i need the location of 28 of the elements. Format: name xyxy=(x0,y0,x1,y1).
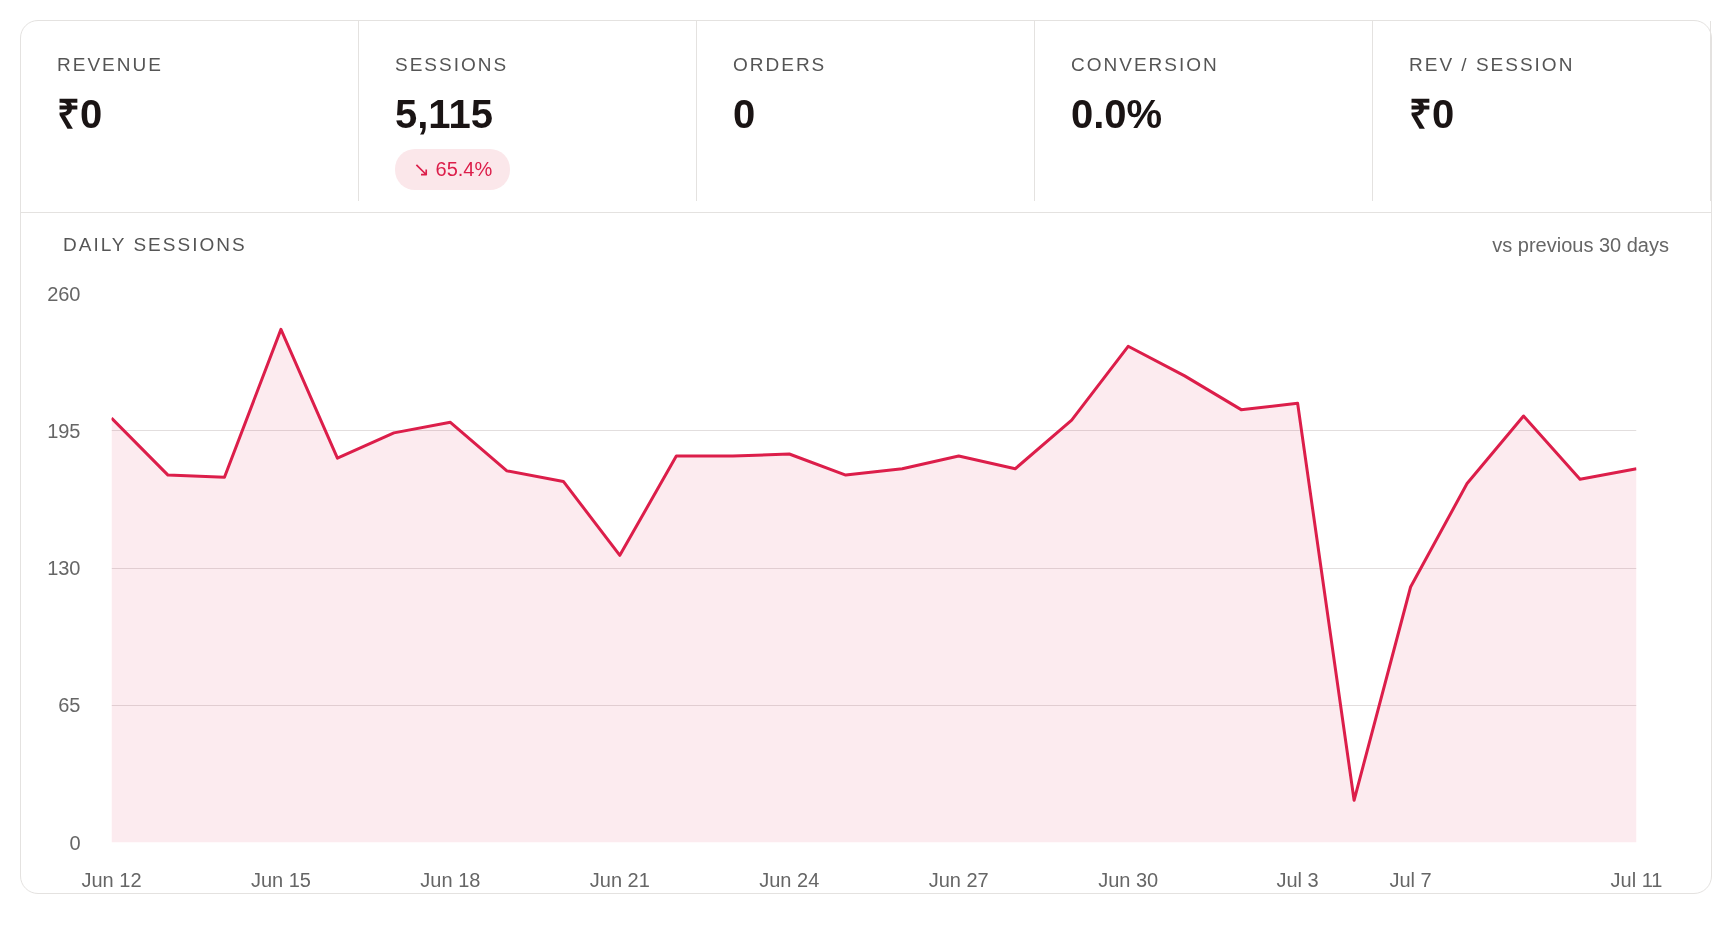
chart-subtitle: vs previous 30 days xyxy=(1492,233,1669,258)
x-tick-label: Jun 24 xyxy=(759,868,820,891)
x-tick-label: Jun 21 xyxy=(589,868,650,891)
text: 5,115 xyxy=(395,91,494,139)
text: 0 xyxy=(733,91,757,139)
text: ₹0 xyxy=(57,91,104,139)
x-tick-label: Jul 7 xyxy=(1389,868,1432,891)
x-tick-label: Jun 12 xyxy=(81,868,142,891)
y-tick-label: 260 xyxy=(47,282,81,305)
text: REVENUE xyxy=(57,53,164,77)
text: SESSIONS xyxy=(395,53,510,77)
x-tick-label: Jun 27 xyxy=(928,868,989,891)
x-tick-label: Jul 3 xyxy=(1276,868,1319,891)
text: ↘ 65.4% xyxy=(395,149,511,190)
text: ₹0 xyxy=(1409,91,1456,139)
text: REV / SESSION xyxy=(1409,53,1576,77)
x-tick-label: Jun 15 xyxy=(250,868,311,891)
y-tick-label: 195 xyxy=(47,419,81,442)
x-tick-label: Jul 11 xyxy=(1610,868,1663,891)
y-tick-label: 130 xyxy=(47,557,81,579)
y-tick-label: 0 xyxy=(69,831,81,854)
chart-title: DAILY SESSIONS xyxy=(63,233,247,257)
text: ORDERS xyxy=(733,53,828,77)
text: CONVERSION xyxy=(1071,53,1220,77)
text: 0.0% xyxy=(1071,91,1164,139)
x-tick-label: Jun 30 xyxy=(1098,868,1159,891)
y-tick-label: 65 xyxy=(58,694,81,717)
x-tick-label: Jun 18 xyxy=(420,868,481,891)
